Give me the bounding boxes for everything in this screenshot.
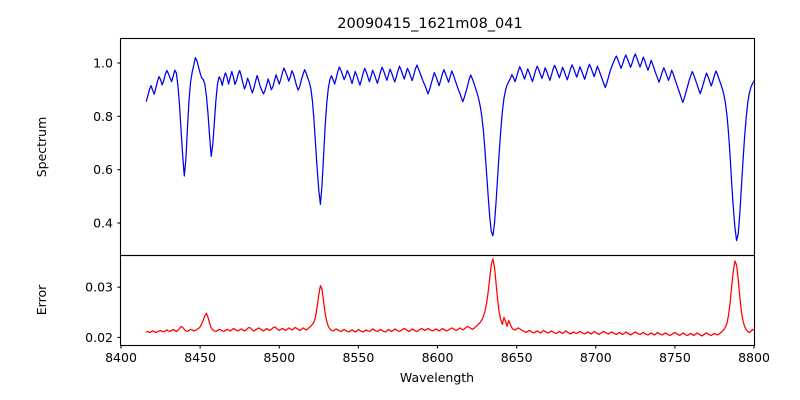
- x-tick-label: 8500: [263, 350, 295, 365]
- page-title: 20090415_1621m08_041: [337, 16, 522, 32]
- x-tick-label: 8550: [342, 350, 374, 365]
- error-y-ticks: 0.02 0.03: [85, 280, 121, 345]
- y-tick-label: 1.0: [93, 56, 113, 71]
- error-line: [145, 258, 754, 337]
- error-panel: 0.020.03 Error 8400 8450 8500 8550 8600 8650 8…: [34, 254, 770, 385]
- y-tick-label: 0.03: [85, 280, 113, 295]
- x-tick-label: 8700: [580, 350, 612, 365]
- y-tick-label: 0.6: [93, 162, 113, 177]
- error-y-axis-label: Error: [34, 284, 49, 315]
- x-tick-label: 8800: [738, 350, 770, 365]
- spectrum-y-axis-label: Spectrum: [34, 117, 49, 178]
- x-axis-label: Wavelength: [400, 370, 474, 385]
- spectrum-y-ticks: 0.4 0.6 0.8 1.0: [93, 56, 121, 231]
- x-tick-label: 8600: [422, 350, 454, 365]
- y-tick-label: 0.02: [85, 330, 113, 345]
- y-tick-label: 0.8: [93, 109, 113, 124]
- y-tick-label: 0.4: [93, 216, 113, 231]
- x-tick-label: 8450: [184, 350, 216, 365]
- x-tick-label: 8750: [659, 350, 691, 365]
- x-tick-label: 8400: [105, 350, 137, 365]
- x-tick-label: 8650: [501, 350, 533, 365]
- x-axis-ticks: 8400 8450 8500 8550 8600 8650 8700 8750 8800: [105, 345, 770, 365]
- spectrum-line: [145, 53, 754, 242]
